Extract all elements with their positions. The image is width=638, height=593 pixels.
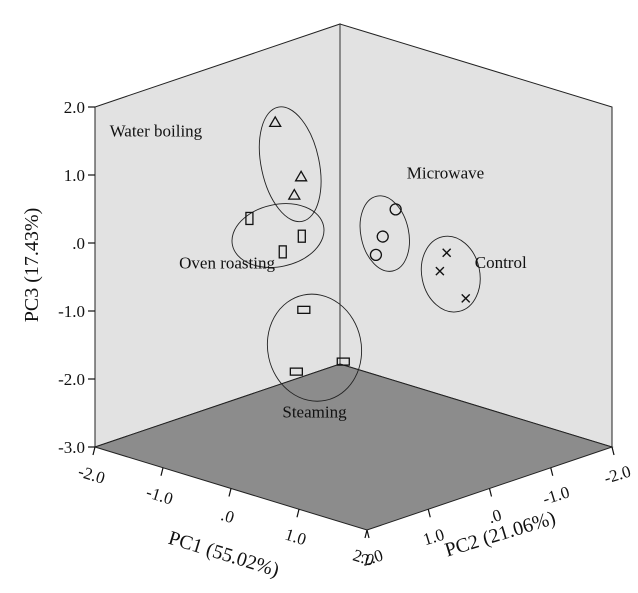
pc2-tick-mark bbox=[550, 467, 554, 476]
steaming-point bbox=[336, 357, 350, 366]
pc1-tick-mark bbox=[160, 467, 164, 476]
pc2-tick-label: -1.0 bbox=[540, 482, 571, 508]
microwave-point bbox=[369, 248, 383, 262]
pc1-tick-mark bbox=[228, 488, 232, 497]
pc1-axis-title: PC1 (55.02%) bbox=[166, 527, 282, 582]
control-point bbox=[442, 248, 452, 258]
pc2-tick-mark bbox=[427, 509, 431, 518]
steaming-ellipse bbox=[266, 293, 363, 402]
pc1-tick-mark bbox=[364, 529, 368, 539]
steaming-point bbox=[289, 367, 304, 376]
water-boiling-point bbox=[268, 115, 282, 128]
pc2-tick-mark bbox=[488, 488, 493, 497]
group-ellipses bbox=[231, 106, 481, 402]
pc3-tick-label: 2.0 bbox=[64, 98, 85, 117]
plot-box bbox=[93, 23, 614, 531]
water-boiling-label: Water boiling bbox=[110, 121, 203, 140]
group-labels: Water boiling Microwave Control Oven roasti… bbox=[110, 121, 527, 421]
water-boiling-point bbox=[287, 188, 301, 200]
pc2-tick-label: -2.0 bbox=[602, 462, 633, 488]
oven-roasting-point bbox=[297, 229, 306, 243]
oven-roasting-label: Oven roasting bbox=[179, 254, 275, 273]
control-point bbox=[461, 293, 471, 303]
pc2-tick-label: 1.0 bbox=[421, 525, 447, 549]
data-markers bbox=[245, 115, 471, 376]
control-point bbox=[435, 266, 445, 276]
oven-roasting-point bbox=[278, 245, 287, 259]
pc1-tick-mark bbox=[92, 446, 96, 456]
pc3-tick-label: -1.0 bbox=[58, 302, 85, 321]
microwave-point bbox=[376, 230, 389, 243]
pc3-tick-label: -3.0 bbox=[58, 438, 85, 457]
pc1-tick-label: .0 bbox=[219, 505, 237, 527]
pc3-tick-label: -2.0 bbox=[58, 370, 85, 389]
microwave-label: Microwave bbox=[407, 164, 484, 183]
pc1-tick-label: 1.0 bbox=[283, 525, 309, 549]
pc2-tick-mark bbox=[611, 446, 615, 456]
oven-roasting-ellipse bbox=[231, 203, 325, 268]
pc2-tick-mark bbox=[366, 529, 370, 539]
pc1-tick-mark bbox=[296, 509, 300, 518]
steaming-label: Steaming bbox=[282, 403, 347, 422]
pc2-tick-label: .0 bbox=[486, 505, 504, 527]
oven-roasting-point bbox=[245, 211, 254, 226]
microwave-ellipse bbox=[359, 195, 410, 272]
pc3-tick-label: 1.0 bbox=[64, 166, 85, 185]
pc1-tick-label: -1.0 bbox=[144, 482, 175, 508]
control-ellipse bbox=[420, 235, 481, 313]
pc3-tick-label: .0 bbox=[72, 234, 85, 253]
pc1-tick-label: -2.0 bbox=[76, 462, 107, 488]
microwave-point bbox=[389, 203, 402, 216]
water-boiling-ellipse bbox=[258, 106, 322, 223]
steaming-point bbox=[297, 305, 311, 315]
water-boiling-point bbox=[294, 170, 308, 182]
pc3-axis-title: PC3 (17.43%) bbox=[21, 208, 43, 322]
control-label: Control bbox=[475, 253, 527, 272]
